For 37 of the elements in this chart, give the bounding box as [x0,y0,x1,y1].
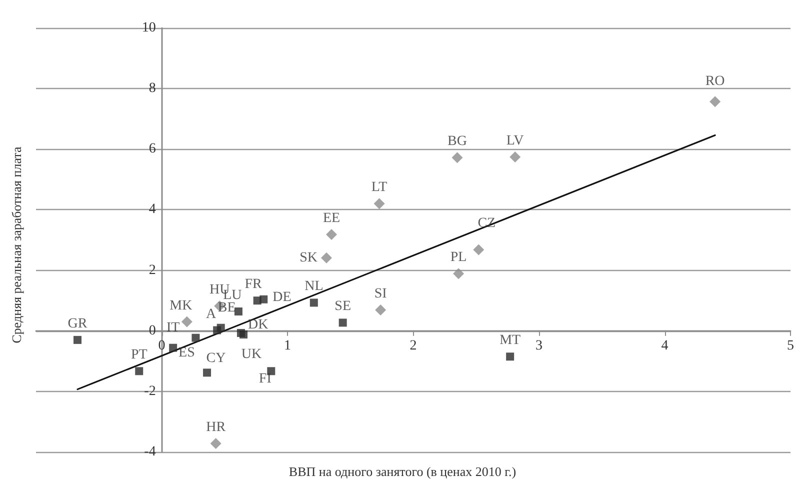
y-tick-label: 2 [148,262,156,278]
annotation: A [206,306,218,322]
annotation: NL [304,279,324,294]
annotation: FR [244,277,263,292]
annotation: DK [248,317,268,332]
annotation: ES [178,345,195,360]
y-tick-label: -4 [144,444,156,460]
y-tick-label: -2 [144,384,156,399]
annotation: LT [371,180,388,196]
annotation: GR [68,316,88,332]
annotation: SE [334,299,351,314]
annotation: PT [130,348,148,363]
annotation: EE [322,211,340,226]
annotation: MK [170,298,192,314]
annotation: RO [705,74,725,90]
x-tick-label: 4 [661,338,668,354]
y-tick-label: 4 [148,202,156,218]
annotation: SI [374,286,388,302]
y-tick-label: 6 [148,142,156,157]
annotation: PL [450,250,467,266]
annotation: CY [206,351,226,366]
annotation: UK [241,346,262,362]
y-tick-label: 8 [148,81,156,96]
annotation: BG [448,134,467,150]
annotation: MT [500,333,522,348]
y-axis-title: Средняя реальная заработная плата [9,146,24,344]
x-tick-label: 1 [284,338,291,354]
annotation: SK [300,250,318,266]
annotation: HR [206,420,226,436]
y-tick-label: 10 [142,20,156,36]
x-axis-title: ВВП на одного занятого (в ценах 2010 г.) [288,464,516,479]
x-tick-label: 3 [536,338,542,354]
x-tick-label: 2 [410,338,417,354]
annotation: LV [506,134,524,149]
annotation: FI [258,372,272,387]
annotation: DE [272,290,292,305]
x-tick-label: 5 [787,338,794,354]
